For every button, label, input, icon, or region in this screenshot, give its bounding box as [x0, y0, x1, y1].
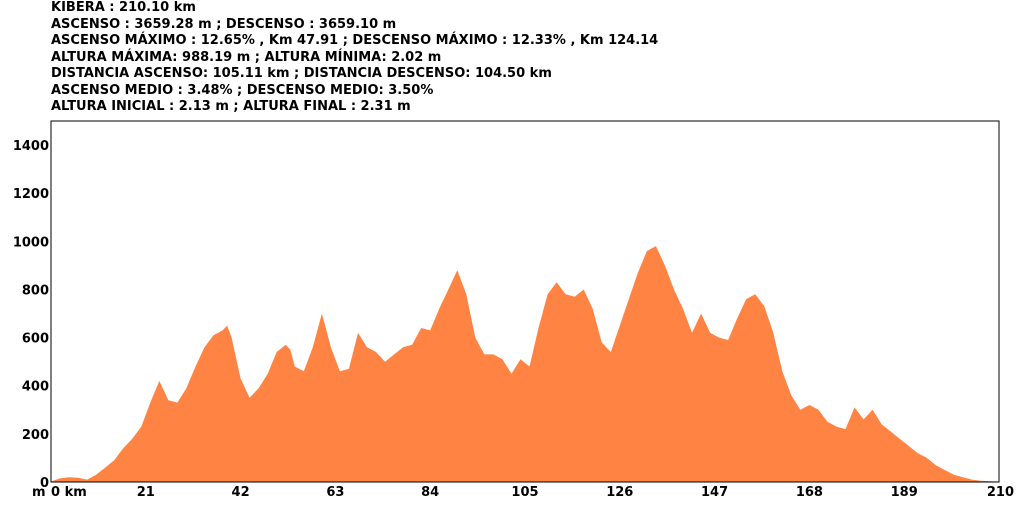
x-tick-label: 0 km [51, 485, 87, 500]
axis-ticks: 0 200 400 600 800 1000 1200 1400 0 km 21 42 63 84 105… [13, 139, 1014, 500]
y-tick-label: 0 [40, 476, 49, 491]
plot-frame [50, 120, 1000, 483]
x-tick-label: 168 [796, 485, 823, 500]
y-tick-label: 1200 [13, 187, 49, 202]
x-tick-label: 21 [137, 485, 155, 500]
y-tick-label: 600 [22, 332, 49, 347]
x-tick-label: 126 [606, 485, 633, 500]
stats-line-ascent-descent: ASCENSO : 3659.28 m ; DESCENSO : 3659.10… [51, 16, 397, 32]
x-tick-label: 42 [232, 485, 250, 500]
stats-line-mean-grade: ASCENSO MEDIO : 3.48% ; DESCENSO MEDIO: … [51, 82, 434, 98]
x-tick-label: 84 [421, 485, 439, 500]
y-tick-label: 800 [22, 283, 49, 298]
stats-line-route: KIBERA : 210.10 km [51, 0, 196, 15]
x-tick-label: 63 [326, 485, 344, 500]
x-tick-label: 210 [987, 485, 1014, 500]
y-tick-label: 1400 [13, 139, 49, 154]
x-tick-label: 147 [701, 485, 728, 500]
x-tick-label: 105 [511, 485, 538, 500]
elevation-area [51, 246, 999, 482]
y-tick-label: 1000 [13, 235, 49, 250]
stats-block: KIBERA : 210.10 km ASCENSO : 3659.28 m ;… [51, 0, 658, 116]
y-unit-label: m [32, 485, 46, 500]
stats-line-altitude-range: ALTURA MÁXIMA: 988.19 m ; ALTURA MÍNIMA:… [51, 49, 442, 65]
stats-line-distance: DISTANCIA ASCENSO: 105.11 km ; DISTANCIA… [51, 66, 552, 81]
y-tick-label: 400 [22, 380, 49, 395]
y-tick-label: 200 [22, 428, 49, 443]
stats-line-max-grade: ASCENSO MÁXIMO : 12.65% , Km 47.91 ; DES… [51, 33, 659, 48]
x-tick-label: 189 [891, 485, 918, 500]
stats-line-start-end: ALTURA INICIAL : 2.13 m ; ALTURA FINAL :… [51, 99, 411, 114]
